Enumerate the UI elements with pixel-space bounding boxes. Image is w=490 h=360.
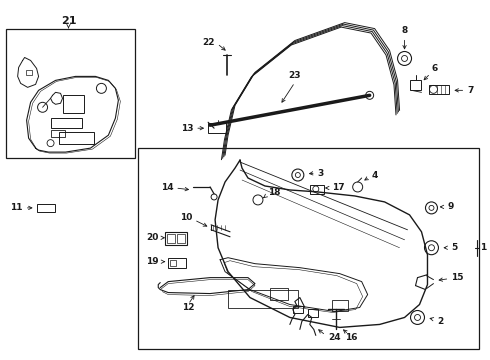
Bar — [410, 80, 421, 90]
Bar — [310, 185, 324, 194]
Text: 21: 21 — [61, 15, 76, 26]
Bar — [6, 28, 135, 158]
Bar — [429, 85, 449, 94]
Text: 5: 5 — [451, 243, 458, 252]
Bar — [228, 289, 298, 307]
Text: 12: 12 — [182, 303, 195, 312]
Bar — [168, 258, 186, 268]
Text: 1: 1 — [480, 243, 487, 252]
Text: 23: 23 — [289, 71, 301, 80]
Bar — [37, 204, 54, 212]
Text: 18: 18 — [268, 188, 280, 197]
Bar — [167, 234, 175, 243]
Text: 20: 20 — [146, 233, 158, 242]
Text: 14: 14 — [161, 184, 173, 193]
Text: 4: 4 — [371, 171, 378, 180]
Bar — [270, 288, 288, 300]
Text: 6: 6 — [432, 64, 438, 73]
Bar — [165, 232, 187, 245]
Text: 10: 10 — [180, 213, 192, 222]
Bar — [170, 260, 176, 266]
Bar — [293, 306, 303, 314]
Text: 15: 15 — [451, 273, 464, 282]
Bar — [332, 300, 348, 311]
Bar — [177, 234, 185, 243]
Bar — [63, 95, 84, 113]
Text: 9: 9 — [447, 202, 454, 211]
Text: 2: 2 — [438, 317, 444, 326]
Text: 22: 22 — [202, 38, 215, 47]
Text: 8: 8 — [401, 26, 408, 35]
Text: 16: 16 — [345, 333, 358, 342]
Bar — [50, 118, 82, 128]
Bar — [308, 310, 318, 318]
Bar — [208, 123, 226, 133]
Text: 11: 11 — [10, 203, 23, 212]
Text: 13: 13 — [181, 124, 193, 133]
Bar — [25, 71, 32, 75]
Bar — [50, 130, 65, 137]
Bar — [58, 132, 95, 144]
Bar — [138, 148, 479, 349]
Text: 7: 7 — [467, 86, 474, 95]
Text: 24: 24 — [328, 333, 341, 342]
Text: 17: 17 — [332, 184, 344, 193]
Text: 19: 19 — [146, 257, 158, 266]
Text: 3: 3 — [318, 168, 324, 177]
